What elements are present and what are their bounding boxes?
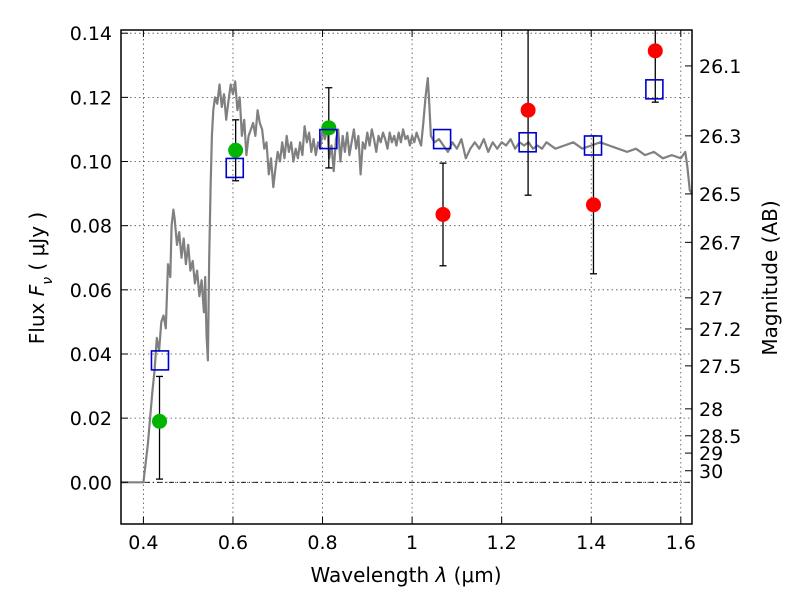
x-tick-label: 0.6 — [218, 532, 248, 554]
y-axis-label-prefix: Flux — [25, 296, 49, 344]
x-axis-label: Wavelength λ (μm) — [310, 563, 501, 587]
right-tick-label: 30 — [699, 461, 723, 483]
y-axis-label-unit: ( μJy ) — [25, 212, 49, 277]
observed-point — [520, 102, 536, 118]
model-band-square — [645, 79, 664, 100]
right-tick-label: 27.5 — [699, 356, 741, 378]
y-tick-label: 0.14 — [70, 23, 112, 45]
y-tick-label: 0.00 — [70, 472, 112, 494]
model-band-square — [150, 350, 170, 371]
x-axis-label-unit: (μm) — [447, 563, 501, 587]
observed-point — [647, 43, 663, 59]
y-tick-label: 0.08 — [70, 216, 112, 238]
x-tick-label: 1.2 — [487, 532, 517, 554]
x-tick-label: 0.4 — [128, 532, 158, 554]
series-layer — [121, 30, 693, 484]
model-band-square — [432, 128, 452, 150]
right-axis-label: Magnitude (AB) — [758, 200, 782, 355]
x-axis-label-symbol: λ — [434, 563, 447, 587]
y-axis-label-subscript: ν — [40, 277, 56, 285]
right-tick-label: 28.5 — [699, 426, 741, 448]
right-tick-label: 27.2 — [699, 319, 741, 341]
right-tick-label: 28 — [699, 399, 723, 421]
grid — [121, 30, 692, 524]
x-axis-label-prefix: Wavelength — [310, 563, 435, 587]
observed-point — [228, 142, 244, 158]
x-tick-label: 1.4 — [576, 532, 606, 554]
right-tick-label: 26.7 — [699, 232, 741, 254]
y-tick-label: 0.04 — [70, 344, 112, 366]
x-tick-label: 1.6 — [666, 532, 696, 554]
right-tick-label: 26.5 — [699, 184, 741, 206]
observed-point — [152, 413, 168, 429]
right-tick-label: 29 — [699, 443, 723, 465]
model-band-square — [225, 157, 245, 179]
observed-point — [435, 206, 451, 222]
y-tick-label: 0.02 — [70, 408, 112, 430]
right-tick-label: 26.3 — [699, 126, 741, 148]
right-tick-label: 26.1 — [699, 56, 741, 78]
y-tick-label: 0.06 — [70, 280, 112, 302]
ticks — [121, 30, 692, 524]
plot-frame — [120, 29, 693, 525]
model-band-square — [319, 128, 338, 150]
right-tick-label: 27 — [699, 288, 723, 310]
y-axis-label-symbol: F — [25, 284, 49, 296]
model-spectrum-line — [121, 77, 693, 484]
y-tick-label: 0.10 — [70, 152, 112, 174]
observed-point — [585, 197, 601, 213]
x-tick-label: 1 — [406, 532, 418, 554]
observed-point — [321, 120, 337, 136]
y-axis-label: Flux Fν ( μJy ) — [25, 212, 56, 344]
model-band-square — [518, 131, 537, 153]
x-tick-label: 0.8 — [307, 532, 337, 554]
model-band-square — [583, 135, 603, 156]
y-tick-label: 0.12 — [70, 87, 112, 109]
tick-labels: 0.4 0.6 0.8 1 1.2 1.4 1.6 0.00 0.02 0.04 0.06 0.08 0… — [70, 23, 742, 554]
